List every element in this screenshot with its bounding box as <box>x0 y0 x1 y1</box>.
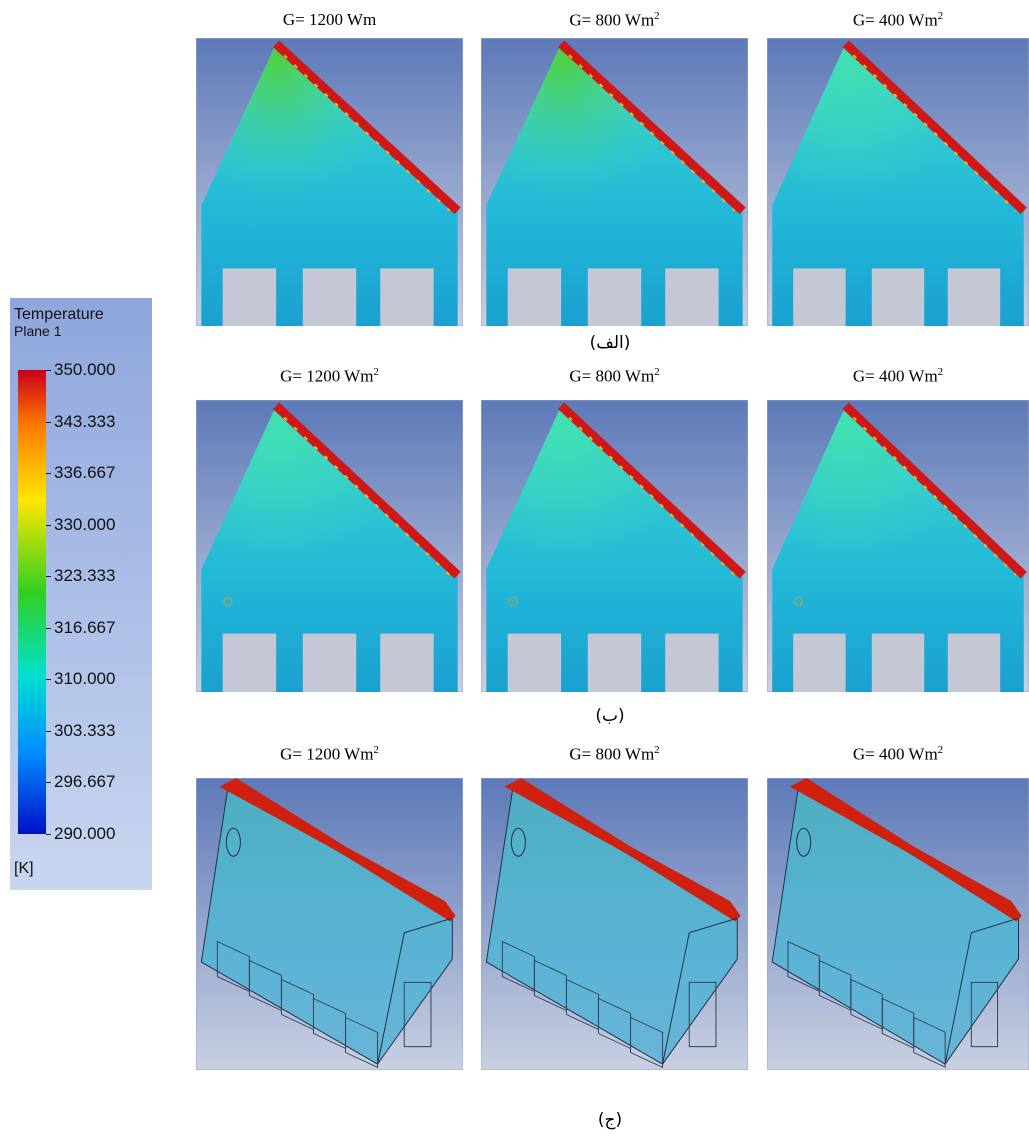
tick-label: 303.333 <box>54 721 115 741</box>
panel-title: G= 800 Wm2 <box>569 366 659 387</box>
tick-mark <box>46 628 51 629</box>
title-text: G= 1200 Wm <box>283 10 376 29</box>
title-text: G= 1200 Wm <box>280 745 373 764</box>
panel-title: G= 800 Wm2 <box>569 744 659 765</box>
contour-plot <box>196 38 463 326</box>
block <box>508 268 561 326</box>
tick-label: 323.333 <box>54 566 115 586</box>
tick-mark <box>46 782 51 783</box>
tick-label: 336.667 <box>54 463 115 483</box>
tick-label: 310.000 <box>54 669 115 689</box>
block <box>303 268 356 326</box>
tick-label: 290.000 <box>54 824 115 844</box>
panel-title: G= 400 Wm2 <box>853 10 943 31</box>
block <box>665 634 718 692</box>
tick-mark <box>46 473 51 474</box>
title-text: G= 800 Wm <box>569 11 654 30</box>
row-label: (الف) <box>590 333 631 353</box>
contour-plot <box>196 400 463 692</box>
title-sup: 2 <box>938 10 944 22</box>
title-text: G= 800 Wm <box>569 745 654 764</box>
block <box>588 634 641 692</box>
contour-plot <box>767 400 1029 692</box>
block <box>303 634 356 692</box>
block <box>948 268 1000 326</box>
tick-mark <box>46 422 51 423</box>
block <box>872 634 924 692</box>
block <box>508 634 561 692</box>
title-sup: 2 <box>654 10 660 22</box>
block <box>948 634 1000 692</box>
panel-title: G= 1200 Wm2 <box>280 366 379 387</box>
contour-plot <box>767 38 1029 326</box>
legend-unit: [K] <box>14 860 34 878</box>
contour-plot <box>196 778 463 1070</box>
contour-plot <box>481 778 748 1070</box>
title-sup: 2 <box>654 744 660 756</box>
title-text: G= 800 Wm <box>569 367 654 386</box>
tick-label: 343.333 <box>54 412 115 432</box>
legend-subtitle: Plane 1 <box>14 323 61 339</box>
title-sup: 2 <box>654 366 660 378</box>
block <box>793 634 845 692</box>
tick-mark <box>46 525 51 526</box>
title-sup: 2 <box>373 366 379 378</box>
block <box>588 268 641 326</box>
row-label: (ب) <box>595 706 624 726</box>
panel-title: G= 1200 Wm <box>283 10 376 30</box>
contour-plot <box>481 38 748 326</box>
tick-label: 316.667 <box>54 618 115 638</box>
block <box>872 268 924 326</box>
contour-plot <box>767 778 1029 1070</box>
page: Temperature Plane 1 350.000 343.333 336.66… <box>0 0 1029 1140</box>
title-sup: 2 <box>373 744 379 756</box>
tick-mark <box>46 679 51 680</box>
block <box>793 268 845 326</box>
block <box>223 634 276 692</box>
title-text: G= 400 Wm <box>853 11 938 30</box>
tick-mark <box>46 834 51 835</box>
row-label: (ج) <box>598 1110 622 1130</box>
color-legend: Temperature Plane 1 350.000 343.333 336.66… <box>10 298 152 890</box>
title-text: G= 400 Wm <box>853 745 938 764</box>
tick-label: 350.000 <box>54 360 115 380</box>
block <box>380 634 433 692</box>
block <box>665 268 718 326</box>
panel-title: G= 400 Wm2 <box>853 366 943 387</box>
title-sup: 2 <box>938 366 944 378</box>
tick-label: 296.667 <box>54 772 115 792</box>
panel-title: G= 400 Wm2 <box>853 744 943 765</box>
legend-title: Temperature <box>14 306 104 324</box>
tick-label: 330.000 <box>54 515 115 535</box>
title-sup: 2 <box>938 744 944 756</box>
title-text: G= 400 Wm <box>853 367 938 386</box>
tick-mark <box>46 731 51 732</box>
tick-mark <box>46 576 51 577</box>
panel-title: G= 800 Wm2 <box>569 10 659 31</box>
color-bar <box>18 370 46 834</box>
block <box>223 268 276 326</box>
title-text: G= 1200 Wm <box>280 367 373 386</box>
block <box>380 268 433 326</box>
tick-mark <box>46 370 51 371</box>
panel-title: G= 1200 Wm2 <box>280 744 379 765</box>
contour-plot <box>481 400 748 692</box>
